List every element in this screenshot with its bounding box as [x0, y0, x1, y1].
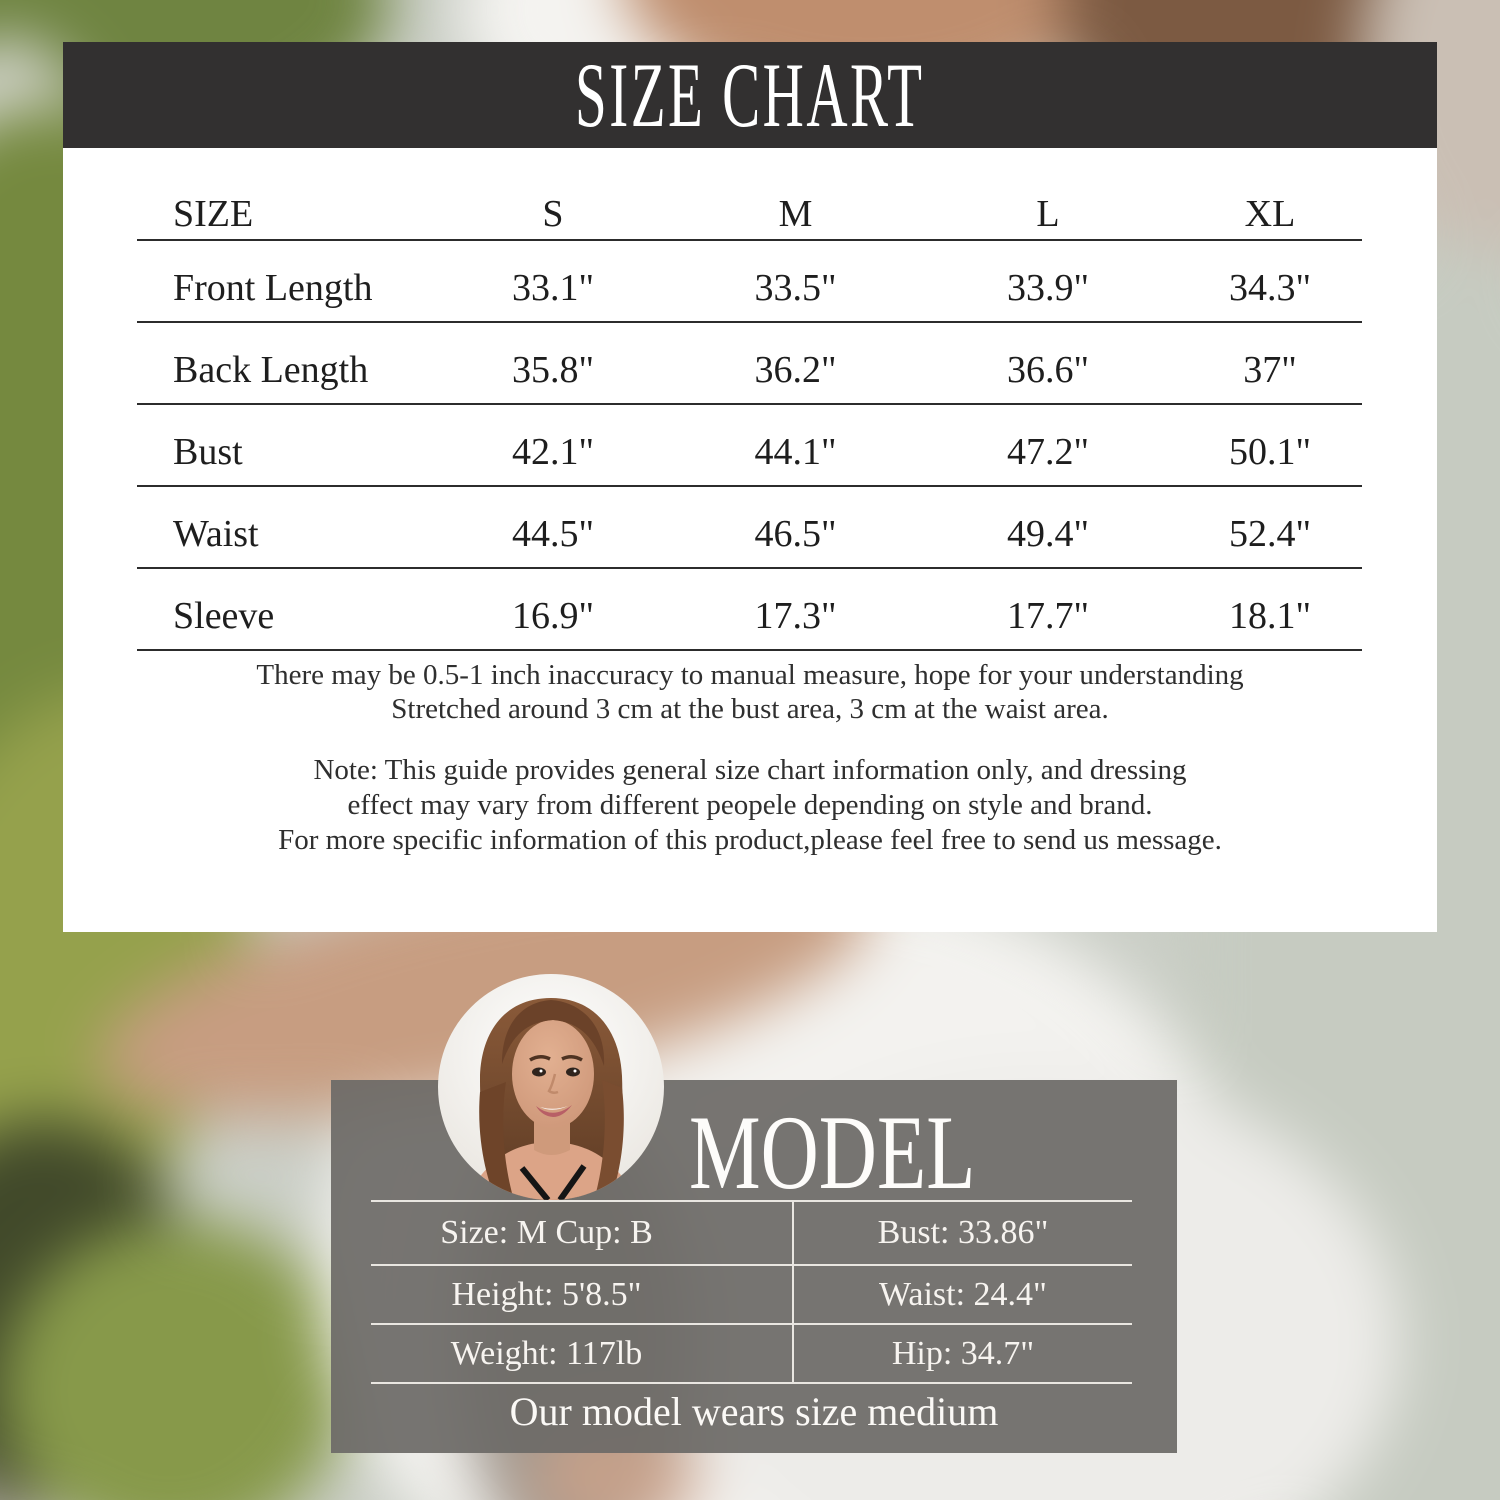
model-avatar: [438, 974, 664, 1200]
note-line: For more specific information of this pr…: [278, 824, 1222, 856]
row-label: Front Length: [173, 267, 373, 309]
size-table: SIZE S M L XL Front Length 33.1" 33.5" 3…: [137, 189, 1362, 651]
cell-value: 37": [1243, 349, 1297, 391]
size-chart-title: SIZE CHART: [575, 44, 925, 146]
table-row-sleeve: Sleeve 16.9" 17.3" 17.7" 18.1": [137, 569, 1362, 651]
header-cell-s: S: [542, 193, 564, 235]
stat-row: Weight: 117lb Hip: 34.7": [371, 1325, 1132, 1384]
cell-value: 17.7": [1006, 595, 1089, 637]
cell-value: 33.5": [754, 267, 837, 309]
cell-value: 46.5": [754, 513, 837, 555]
stat-hip: Hip: 34.7": [792, 1325, 1132, 1382]
cell-value: 52.4": [1228, 513, 1311, 555]
cell-value: 36.6": [1006, 349, 1089, 391]
stat-height: Height: 5'8.5": [451, 1275, 642, 1313]
stat-waist: Waist: 24.4": [792, 1266, 1132, 1323]
cell-value: 33.9": [1006, 267, 1089, 309]
cell-value: 18.1": [1228, 595, 1311, 637]
note-line: Note: This guide provides general size c…: [313, 754, 1187, 786]
stat-row: Size: M Cup: B Bust: 33.86": [371, 1202, 1132, 1266]
measure-disclaimer: There may be 0.5-1 inch inaccuracy to ma…: [63, 658, 1437, 726]
cell-value: 44.1": [754, 431, 837, 473]
model-stats-table: Size: M Cup: B Bust: 33.86" Height: 5'8.…: [371, 1200, 1132, 1384]
row-label: Back Length: [173, 349, 369, 391]
size-chart-card: SIZE CHART SIZE S M L XL Front Length 33…: [63, 42, 1437, 932]
guide-note: Note: This guide provides general size c…: [63, 753, 1437, 858]
header-cell-m: M: [778, 193, 813, 235]
cell-value: 47.2": [1006, 431, 1089, 473]
cell-value: 34.3": [1228, 267, 1311, 309]
cell-value: 50.1": [1228, 431, 1311, 473]
table-row-back-length: Back Length 35.8" 36.2" 36.6" 37": [137, 323, 1362, 405]
size-chart-header-bar: SIZE CHART: [63, 42, 1437, 148]
header-cell-xl: XL: [1244, 193, 1296, 235]
stat-size-cup: Size: M Cup: B: [440, 1214, 653, 1251]
size-table-header-row: SIZE S M L XL: [137, 189, 1362, 241]
cell-value: 49.4": [1006, 513, 1089, 555]
note-line: effect may vary from different peopele d…: [347, 789, 1153, 821]
stat-bust: Bust: 33.86": [792, 1202, 1132, 1264]
header-cell-size: SIZE: [173, 193, 254, 235]
table-row-front-length: Front Length 33.1" 33.5" 33.9" 34.3": [137, 241, 1362, 323]
cell-value: 17.3": [754, 595, 837, 637]
header-cell-l: L: [1036, 193, 1060, 235]
disclaimer-line: Stretched around 3 cm at the bust area, …: [391, 693, 1109, 725]
stat-weight: Weight: 117lb: [450, 1334, 643, 1372]
cell-value: 42.1": [511, 431, 594, 473]
stat-row: Height: 5'8.5" Waist: 24.4": [371, 1266, 1132, 1325]
cell-value: 36.2": [754, 349, 837, 391]
table-row-waist: Waist 44.5" 46.5" 49.4" 52.4": [137, 487, 1362, 569]
cell-value: 35.8": [511, 349, 594, 391]
model-title: MODEL: [689, 1094, 976, 1211]
row-label: Sleeve: [173, 595, 275, 637]
disclaimer-line: There may be 0.5-1 inch inaccuracy to ma…: [256, 659, 1244, 691]
cell-value: 16.9": [511, 595, 594, 637]
cell-value: 33.1": [511, 267, 594, 309]
model-portrait-illustration: [438, 974, 664, 1200]
table-row-bust: Bust 42.1" 44.1" 47.2" 50.1": [137, 405, 1362, 487]
cell-value: 44.5": [511, 513, 594, 555]
row-label: Waist: [173, 513, 259, 555]
model-size-caption: Our model wears size medium: [509, 1389, 999, 1434]
row-label: Bust: [173, 431, 243, 473]
